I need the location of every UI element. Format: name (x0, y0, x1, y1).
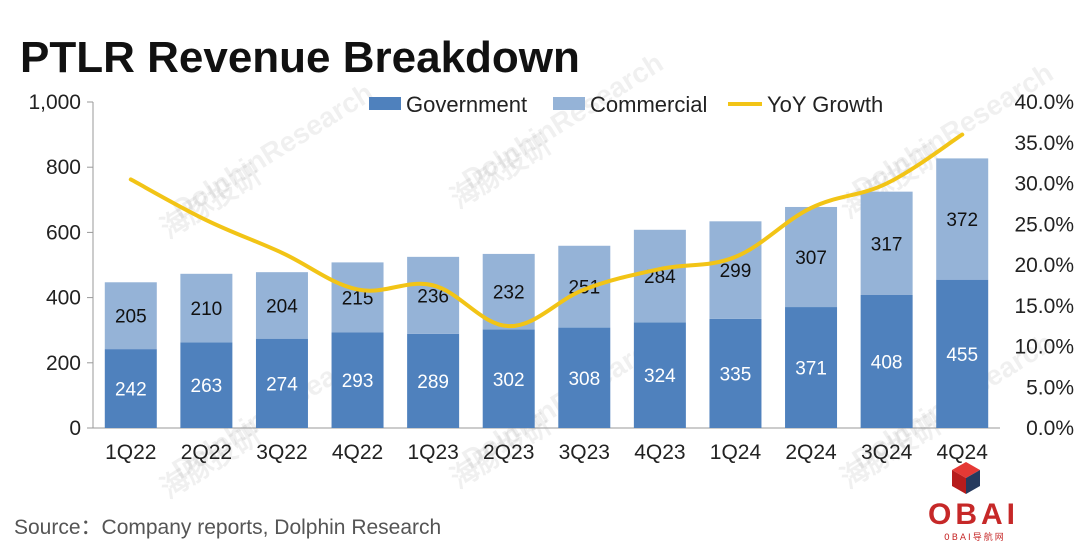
x-tick-label: 4Q22 (332, 441, 383, 464)
bar-government (104, 349, 157, 428)
bar-government (785, 307, 838, 428)
label-commercial: 215 (342, 288, 374, 309)
label-government: 371 (795, 359, 827, 380)
bar-commercial (255, 272, 308, 339)
x-tick-label: 4Q23 (634, 441, 685, 464)
x-tick-label: 1Q22 (105, 441, 156, 464)
label-commercial: 210 (191, 299, 223, 320)
right-axis-ticks: 0.0% 5.0% 10.0% 15.0% 20.0% 25.0% 30.0% 35.0% 40… (1014, 91, 1074, 440)
bar-government (558, 327, 611, 428)
label-commercial: 307 (795, 248, 827, 269)
logo-text: OBAI (928, 498, 1019, 531)
label-government: 242 (115, 380, 147, 401)
bar-government (255, 338, 308, 428)
bar-government (482, 329, 535, 428)
right-tick-label: 5.0% (1026, 376, 1074, 399)
bar-commercial (482, 253, 535, 330)
x-tick-label: 3Q23 (559, 441, 610, 464)
bar-commercial (104, 282, 157, 350)
label-government: 308 (568, 369, 600, 390)
x-axis-ticks: 1Q22 2Q22 3Q22 4Q22 1Q23 2Q23 3Q23 4Q23 1Q24 2Q24… (105, 441, 988, 464)
label-government: 324 (644, 366, 676, 387)
label-government: 293 (342, 371, 374, 392)
bar-government (936, 279, 989, 428)
left-tick-label: 1,000 (28, 91, 81, 114)
bar-government (180, 342, 233, 428)
bar-commercial (180, 273, 233, 343)
left-axis-ticks: 0 200 400 600 800 1,000 (28, 91, 93, 440)
x-tick-label: 2Q22 (181, 441, 232, 464)
cube-icon (952, 462, 980, 494)
bar-commercial (633, 229, 686, 323)
label-government: 455 (946, 345, 978, 366)
bar-commercial (785, 206, 838, 308)
logo: OBAI 0BAI导航网 (928, 462, 1019, 543)
legend-label-yoy: YoY Growth (767, 92, 883, 117)
yoy-growth-line (128, 132, 965, 329)
x-tick-label: 1Q24 (710, 441, 762, 464)
bar-commercial (331, 262, 384, 333)
label-commercial: 204 (266, 296, 298, 317)
label-government: 335 (720, 364, 752, 385)
x-tick-label: 1Q23 (407, 441, 458, 464)
label-commercial: 372 (946, 210, 978, 231)
right-tick-label: 20.0% (1014, 254, 1074, 277)
legend: Government Commercial YoY Growth (369, 92, 883, 117)
label-commercial: 232 (493, 283, 525, 304)
right-tick-label: 0.0% (1026, 417, 1074, 440)
x-tick-label: 2Q24 (785, 441, 837, 464)
x-tick-label: 2Q23 (483, 441, 534, 464)
legend-swatch-commercial (553, 97, 585, 110)
x-tick-label: 3Q22 (256, 441, 307, 464)
label-commercial: 236 (417, 286, 449, 307)
bar-commercial (860, 191, 913, 295)
left-tick-label: 400 (46, 287, 81, 310)
right-tick-label: 25.0% (1014, 213, 1074, 236)
label-government: 274 (266, 374, 298, 395)
bar-government (709, 318, 762, 428)
label-government: 408 (871, 352, 903, 373)
left-tick-label: 800 (46, 156, 81, 179)
bar-commercial (558, 245, 611, 328)
left-tick-label: 0 (69, 417, 81, 440)
label-commercial: 299 (720, 261, 752, 282)
label-commercial: 205 (115, 307, 147, 328)
chart-title: PTLR Revenue Breakdown (20, 33, 580, 82)
right-tick-label: 15.0% (1014, 295, 1074, 318)
right-tick-label: 40.0% (1014, 91, 1074, 114)
right-tick-label: 30.0% (1014, 173, 1074, 196)
legend-label-commercial: Commercial (590, 92, 707, 117)
x-tick-label: 3Q24 (861, 441, 913, 464)
bar-government (331, 332, 384, 428)
bars-layer (104, 158, 989, 428)
bar-government (633, 322, 686, 428)
left-tick-label: 600 (46, 221, 81, 244)
right-tick-label: 35.0% (1014, 132, 1074, 155)
yoy-line-layer (128, 132, 965, 329)
source-note: Source：Company reports, Dolphin Research (14, 516, 441, 539)
bar-government (860, 294, 913, 428)
label-government: 302 (493, 370, 525, 391)
bar-commercial (936, 158, 989, 280)
label-commercial: 317 (871, 234, 903, 255)
legend-label-government: Government (406, 92, 527, 117)
logo-subtext: 0BAI导航网 (944, 531, 1006, 543)
label-government: 289 (417, 372, 449, 393)
bar-commercial (709, 221, 762, 319)
legend-swatch-government (369, 97, 401, 110)
right-tick-label: 10.0% (1014, 336, 1074, 359)
bar-government (407, 333, 460, 428)
left-tick-label: 200 (46, 352, 81, 375)
label-government: 263 (191, 376, 223, 397)
x-tick-label: 4Q24 (937, 441, 989, 464)
